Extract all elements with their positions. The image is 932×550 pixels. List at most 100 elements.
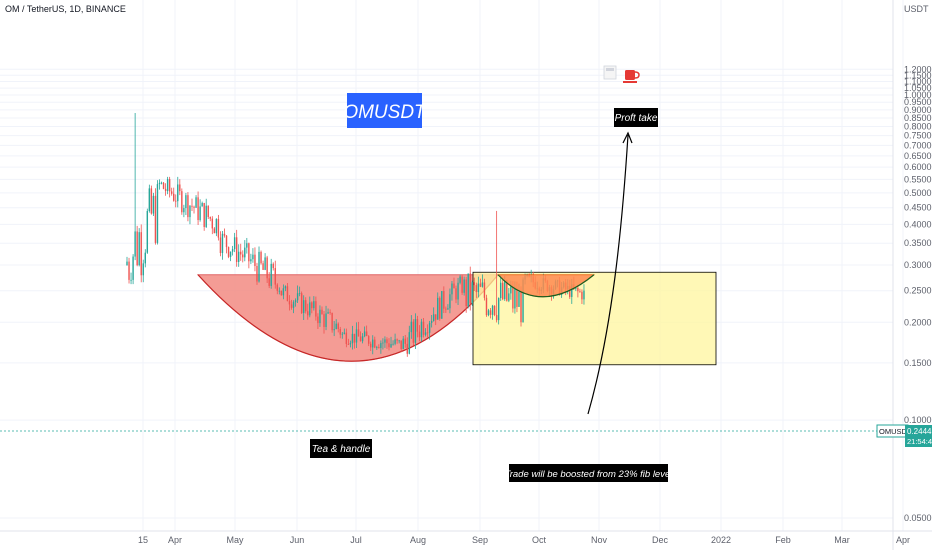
candle-body [231,249,234,252]
candle-body [233,237,236,250]
handle-outline [497,274,595,298]
candle-body [189,205,191,218]
target-arrow[interactable] [587,134,629,415]
candle-body [290,304,293,308]
candle-body [410,321,413,333]
candle-body [363,331,366,337]
title-annotation[interactable]: OMUSDT [343,93,427,128]
candle-body [349,343,352,345]
candle-body [325,313,327,327]
candle-body [447,308,449,310]
candle-body [260,251,262,264]
price-tag-box [905,425,932,447]
candle-body [272,263,274,269]
candle-body [219,237,222,254]
candle-body [146,210,149,253]
y-tick-label: 1.1000 [904,77,932,87]
candle-body [335,323,337,330]
candle-body [499,282,502,299]
candle-body [268,278,270,286]
candle-body [571,284,573,297]
y-tick-label: 0.0500 [904,513,932,523]
candle-body [416,319,419,332]
x-tick-label: 2022 [711,535,731,545]
coffee-cup-icon[interactable] [623,70,640,83]
candle-body [278,290,281,292]
candle-body [502,282,504,300]
candle-body [451,283,453,295]
fib-annotation[interactable]: Trade will be boosted from 23% fib level [505,464,674,482]
candle-body [177,184,179,202]
candle-body [199,206,201,221]
target-annotation[interactable]: Proft take [614,108,658,127]
candle-body [430,320,433,323]
candle-body [408,332,411,354]
cup-annotation[interactable]: Tea & handle [310,439,372,458]
candle-body [522,279,524,323]
fib-zone-box[interactable] [472,271,717,366]
candle-body [138,232,140,266]
candle-body [404,338,406,344]
candle-body [193,206,195,208]
price-tag[interactable]: OMUSDT 0.2444 21:54:40 [876,424,932,447]
candle-body [144,252,146,264]
candle-body [506,280,508,301]
candle-body [321,309,323,315]
candle-body [327,312,329,314]
candle-body [581,291,583,300]
cup-outline [197,274,499,362]
candle-body [583,290,585,300]
candle-body [414,319,417,343]
candle-body [357,329,360,337]
candle-body [298,293,301,295]
candle-body [227,247,230,257]
candle-body [244,247,246,258]
candle-body [359,336,362,342]
candle-body [457,282,459,300]
candle-body [126,261,128,266]
x-tick-label: Sep [472,535,488,545]
y-axis[interactable]: 1.20001.15001.10001.05001.00000.95000.90… [904,64,932,523]
candle-body [134,231,136,257]
candle-body [213,228,216,234]
x-tick-label: Aug [410,535,426,545]
candle-body [168,179,171,192]
candle-body [463,279,465,293]
candle-body [185,195,187,209]
candle-body [276,284,279,291]
candle-body [461,276,463,293]
candle-body [374,339,376,348]
candle-body [164,188,167,192]
y-tick-label: 0.3500 [904,238,932,248]
chart-window-icon[interactable] [603,65,617,80]
candle-body [481,282,484,287]
price-tag-price: 0.2444 [907,427,932,436]
candle-body [284,286,287,289]
candle-body [294,300,297,303]
candle-body [130,279,132,281]
y-tick-label: 0.4000 [904,219,932,229]
candle-body [339,328,341,335]
candle-body [491,305,494,315]
candle-body [520,291,522,323]
candle-body [376,347,378,348]
candle-body [209,217,211,219]
candle-body [136,231,138,266]
candle-body [489,310,492,315]
candle-body [132,256,134,280]
candle-body [258,251,260,282]
x-axis[interactable]: 15 Apr May Jun Jul Aug Sep Oct Nov Dec 2022 Feb Mar A… [138,535,910,545]
y-tick-label: 0.7000 [904,140,932,150]
target-annotation-box [614,108,658,127]
candle-body [508,293,510,301]
candle-body [479,283,482,287]
cup-annotation-text: Tea & handle [312,444,371,455]
candle-body [237,251,240,262]
candle-body [392,343,394,345]
candle-body [319,309,321,324]
x-tick-label: May [226,535,244,545]
candle-body [223,233,226,236]
candle-body [367,336,370,344]
